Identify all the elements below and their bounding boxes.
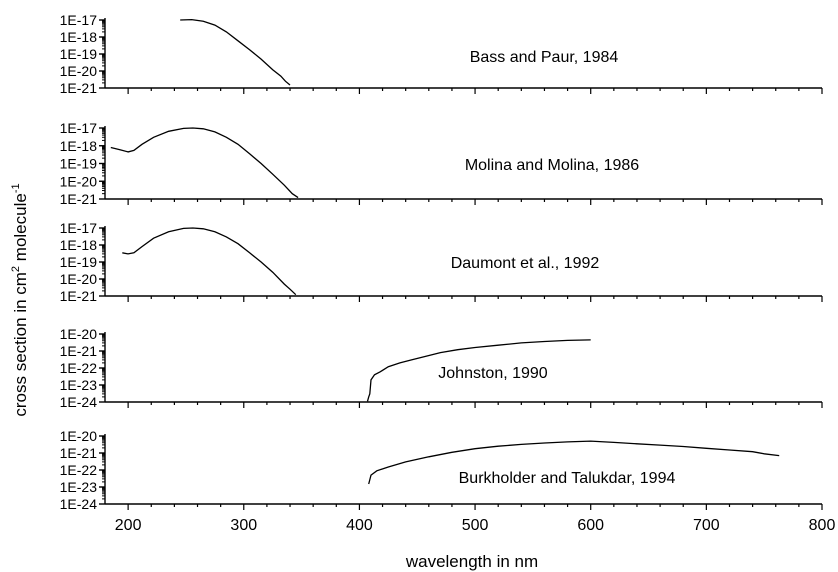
y-tick-label: 1E-23 [60, 479, 98, 495]
y-tick-label: 1E-22 [60, 360, 98, 376]
data-line-panel-4-series-1 [366, 339, 591, 402]
x-tick-label: 500 [462, 517, 489, 534]
x-tick-label: 400 [346, 517, 373, 534]
x-tick-label: 300 [230, 517, 257, 534]
y-tick-label: 1E-20 [60, 63, 98, 79]
x-tick-label: 600 [577, 517, 604, 534]
panel-title: Johnston, 1990 [438, 365, 548, 382]
y-tick-label: 1E-18 [60, 138, 98, 154]
x-tick-label: 200 [115, 517, 142, 534]
data-line-panel-2-series-1 [110, 127, 299, 199]
y-tick-label: 1E-20 [60, 326, 98, 342]
y-tick-label: 1E-23 [60, 377, 98, 393]
data-line-panel-5-series-1 [368, 440, 780, 485]
y-tick-label: 1E-20 [60, 271, 98, 287]
data-line-panel-1-series-1 [180, 18, 291, 86]
y-axis-label: cross section in cm2 molecule-1 [10, 183, 30, 416]
y-tick-label: 1E-19 [60, 46, 98, 62]
y-tick-label: 1E-21 [60, 343, 98, 359]
y-tick-label: 1E-17 [60, 12, 98, 28]
y-tick-label: 1E-19 [60, 156, 98, 172]
data-line-panel-3-series-1 [122, 227, 297, 296]
y-tick-label: 1E-18 [60, 29, 98, 45]
y-tick-label: 1E-21 [60, 445, 98, 461]
panel-title: Burkholder and Talukdar, 1994 [459, 470, 676, 487]
x-axis-label: wavelength in nm [405, 552, 538, 571]
y-tick-label: 1E-19 [60, 254, 98, 270]
y-tick-label: 1E-17 [60, 220, 98, 236]
panel-title: Daumont et al., 1992 [451, 255, 600, 272]
y-tick-label: 1E-17 [60, 120, 98, 136]
y-tick-label: 1E-20 [60, 428, 98, 444]
y-tick-label: 1E-21 [60, 288, 98, 304]
x-tick-label: 700 [693, 517, 720, 534]
y-tick-label: 1E-24 [60, 394, 98, 410]
y-tick-label: 1E-21 [60, 80, 98, 96]
x-tick-label: 800 [809, 517, 836, 534]
panel-title: Bass and Paur, 1984 [470, 49, 619, 66]
y-tick-label: 1E-22 [60, 462, 98, 478]
y-tick-label: 1E-24 [60, 496, 98, 512]
y-tick-label: 1E-20 [60, 173, 98, 189]
y-tick-label: 1E-18 [60, 237, 98, 253]
y-tick-label: 1E-21 [60, 191, 98, 207]
panel-title: Molina and Molina, 1986 [465, 157, 639, 174]
